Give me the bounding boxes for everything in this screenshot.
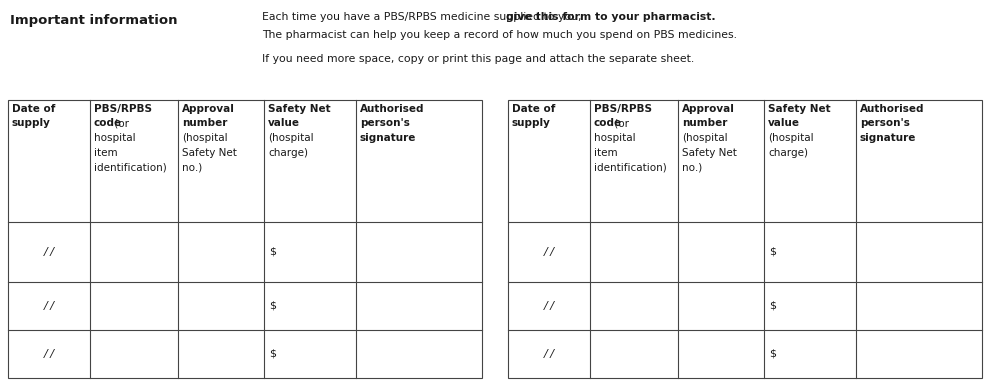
Text: / /: / / (44, 349, 54, 359)
Text: / /: / / (544, 349, 554, 359)
Text: supply: supply (512, 119, 550, 129)
Text: signature: signature (360, 133, 417, 143)
Text: / /: / / (44, 301, 54, 311)
Text: (or: (or (611, 119, 630, 129)
Text: signature: signature (860, 133, 917, 143)
Text: (hospital: (hospital (182, 133, 228, 143)
Bar (508, 100, 982, 378)
Text: $: $ (269, 301, 276, 311)
Text: PBS/RPBS: PBS/RPBS (94, 104, 152, 114)
Text: Authorised: Authorised (360, 104, 425, 114)
Text: / /: / / (544, 247, 554, 257)
Text: Safety Net: Safety Net (268, 104, 331, 114)
Text: (or: (or (111, 119, 130, 129)
Text: Date of: Date of (12, 104, 55, 114)
Text: $: $ (769, 247, 776, 257)
Text: item: item (594, 147, 618, 157)
Text: $: $ (769, 349, 776, 359)
Text: hospital: hospital (594, 133, 636, 143)
Text: identification): identification) (94, 162, 166, 172)
Text: $: $ (769, 301, 776, 311)
Text: PBS/RPBS: PBS/RPBS (594, 104, 652, 114)
Text: give this form to your pharmacist.: give this form to your pharmacist. (506, 12, 715, 22)
Text: supply: supply (12, 119, 50, 129)
Text: hospital: hospital (94, 133, 136, 143)
Text: (hospital: (hospital (768, 133, 814, 143)
Text: Safety Net: Safety Net (682, 147, 737, 157)
Text: number: number (182, 119, 228, 129)
Bar (8, 100, 482, 378)
Text: Important information: Important information (10, 14, 177, 27)
Text: value: value (268, 119, 300, 129)
Text: Approval: Approval (182, 104, 235, 114)
Text: no.): no.) (682, 162, 702, 172)
Text: The pharmacist can help you keep a record of how much you spend on PBS medicines: The pharmacist can help you keep a recor… (262, 30, 737, 40)
Text: charge): charge) (268, 147, 308, 157)
Text: Each time you have a PBS/RPBS medicine supplied to you,: Each time you have a PBS/RPBS medicine s… (262, 12, 585, 22)
Text: Date of: Date of (512, 104, 555, 114)
Text: code: code (594, 119, 622, 129)
Text: number: number (682, 119, 728, 129)
Text: (hospital: (hospital (682, 133, 728, 143)
Text: no.): no.) (182, 162, 202, 172)
Text: / /: / / (44, 247, 54, 257)
Text: charge): charge) (768, 147, 808, 157)
Text: Safety Net: Safety Net (182, 147, 237, 157)
Text: Authorised: Authorised (860, 104, 925, 114)
Text: person's: person's (360, 119, 410, 129)
Text: $: $ (269, 349, 276, 359)
Text: / /: / / (544, 301, 554, 311)
Text: (hospital: (hospital (268, 133, 314, 143)
Text: item: item (94, 147, 118, 157)
Text: Approval: Approval (682, 104, 735, 114)
Text: person's: person's (860, 119, 910, 129)
Text: Safety Net: Safety Net (768, 104, 831, 114)
Text: $: $ (269, 247, 276, 257)
Text: value: value (768, 119, 800, 129)
Text: code: code (94, 119, 122, 129)
Text: If you need more space, copy or print this page and attach the separate sheet.: If you need more space, copy or print th… (262, 54, 694, 64)
Text: identification): identification) (594, 162, 666, 172)
